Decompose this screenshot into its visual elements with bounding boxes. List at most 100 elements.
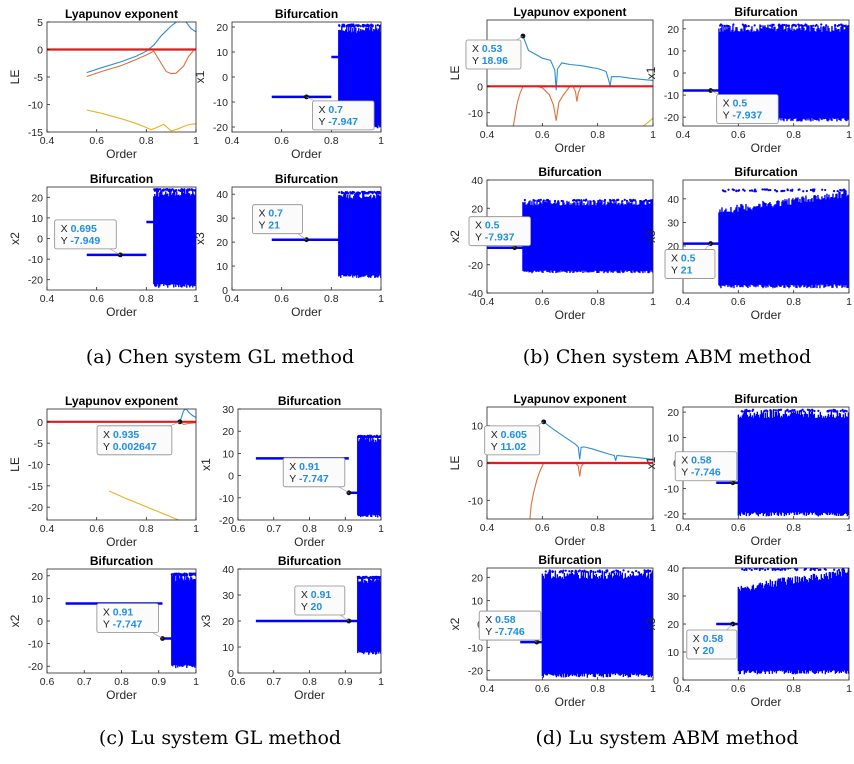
axes-box bbox=[46, 21, 197, 133]
chaos-point bbox=[173, 189, 176, 192]
y-tick-label: 0 bbox=[37, 234, 43, 246]
chaos-point bbox=[544, 570, 547, 573]
chart-title: Bifurcation bbox=[538, 553, 601, 567]
chaos-point bbox=[735, 190, 738, 193]
y-tick-label: 0 bbox=[228, 668, 234, 680]
chaos-point bbox=[777, 409, 780, 412]
chaos-point bbox=[159, 188, 162, 191]
chaos-point bbox=[809, 409, 812, 412]
chaos-point bbox=[798, 24, 801, 27]
datatip-x: X 0.91 bbox=[289, 461, 320, 473]
chaos-point bbox=[191, 189, 194, 192]
x-tick-label: 0.4 bbox=[225, 293, 240, 305]
y-tick-label: 40 bbox=[222, 564, 234, 576]
chaos-point bbox=[545, 198, 549, 202]
datatip: X 0.58Y 20 bbox=[686, 623, 738, 660]
y-tick-label: -10 bbox=[28, 639, 43, 651]
chaos-point bbox=[573, 198, 576, 202]
plot-area bbox=[487, 35, 653, 126]
y-tick-label: 20 bbox=[222, 616, 234, 628]
panel-a1: 0.4 0.6 0.8 1 5 0 -5 -10 -15 Lyapunov exponent Ord… bbox=[8, 7, 199, 161]
y-axis-label: x3 bbox=[199, 614, 213, 627]
chaos-point bbox=[745, 568, 748, 571]
panel-a3: 0.4 0.6 0.8 1 20 10 0 -10 -20 Bifurcation Order x2 X… bbox=[8, 172, 199, 319]
chaos-point bbox=[792, 23, 795, 26]
x-tick-label: 0.6 bbox=[731, 129, 746, 141]
chart-title: Bifurcation bbox=[275, 172, 338, 186]
chaos-point bbox=[648, 199, 651, 202]
y-tick-label: -10 bbox=[28, 254, 43, 266]
chaos-point bbox=[724, 190, 727, 193]
x-tick-label: 1 bbox=[846, 522, 852, 534]
x-tick-label: 0.4 bbox=[480, 129, 495, 141]
panel-d3: 0.40.60.8120100-10-20BifurcationOrderx2X… bbox=[448, 553, 656, 709]
datatip-box bbox=[468, 216, 531, 247]
x-axis-label: Order bbox=[291, 305, 322, 319]
chaos-point bbox=[741, 568, 744, 571]
chaos-point bbox=[184, 573, 187, 576]
chaos-point bbox=[361, 435, 364, 438]
series-line-le_yellow bbox=[108, 490, 179, 520]
chaos-point bbox=[604, 571, 608, 574]
series-line-le_blue bbox=[543, 421, 653, 461]
x-tick-label: 1 bbox=[193, 523, 199, 535]
chaos-point bbox=[809, 568, 812, 572]
chaos-point bbox=[539, 198, 542, 201]
datatip-y: Y 21 bbox=[259, 220, 281, 232]
chaos-point bbox=[561, 200, 565, 203]
chaos-point bbox=[374, 575, 377, 578]
chaos-point bbox=[562, 569, 565, 572]
x-tick-label: 0.6 bbox=[89, 293, 104, 305]
chaos-point bbox=[813, 188, 816, 191]
y-tick-label: 20 bbox=[667, 241, 679, 253]
chart-title: Bifurcation bbox=[734, 5, 797, 19]
chaos-point bbox=[363, 576, 366, 579]
x-tick-label: 1 bbox=[650, 522, 656, 534]
x-tick-label: 0.4 bbox=[480, 522, 495, 534]
datatip-y: Y 20 bbox=[301, 601, 323, 613]
chaos-point bbox=[376, 24, 379, 27]
chaos-point bbox=[789, 189, 792, 192]
chaos-point bbox=[609, 199, 612, 202]
chaos-point bbox=[814, 24, 817, 28]
datatip: X 0.91Y -7.747 bbox=[282, 457, 349, 494]
chaos-point bbox=[627, 570, 630, 573]
x-axis-label: Order bbox=[106, 147, 137, 161]
datatip-y: Y 21 bbox=[671, 265, 693, 277]
chaos-point bbox=[582, 199, 585, 202]
panel-b3: 0.40.60.8140200-20-40BifurcationOrderx2X… bbox=[448, 165, 656, 322]
chaos-point bbox=[804, 568, 807, 571]
datatip-box bbox=[294, 585, 346, 616]
caption-a: (a) Chen system GL method bbox=[85, 346, 355, 368]
chaos-point bbox=[596, 570, 599, 573]
chaos-point bbox=[637, 571, 640, 574]
chaos-point bbox=[605, 569, 608, 572]
chaos-point bbox=[769, 24, 772, 27]
x-tick-label: 1 bbox=[378, 293, 384, 305]
series-line-le_orange bbox=[512, 86, 524, 126]
chaos-point bbox=[761, 188, 764, 191]
x-tick-label: 0.4 bbox=[676, 683, 691, 695]
chaos-point bbox=[769, 189, 772, 192]
y-tick-label: -20 bbox=[219, 515, 234, 527]
datatip: X 0.58Y -7.746 bbox=[478, 610, 542, 643]
chaos-point bbox=[375, 191, 378, 195]
chaos-point bbox=[839, 409, 842, 413]
x-tick-label: 0.8 bbox=[590, 683, 605, 695]
x-tick-label: 0.8 bbox=[324, 293, 339, 305]
chaos-point bbox=[747, 24, 750, 28]
chaos-point bbox=[817, 409, 820, 412]
chaos-point bbox=[352, 25, 355, 28]
y-tick-label: -10 bbox=[664, 483, 679, 495]
chaos-point bbox=[823, 568, 826, 571]
datatip-y: Y 0.002647 bbox=[103, 441, 157, 453]
chaos-point bbox=[172, 573, 176, 576]
x-tick-label: 0.8 bbox=[139, 293, 154, 305]
chaos-point bbox=[758, 568, 761, 570]
datatip-y: Y -7.746 bbox=[485, 626, 525, 638]
datatip-y: Y 18.96 bbox=[472, 55, 508, 67]
x-tick-label: 0.4 bbox=[676, 129, 691, 141]
chaos-point bbox=[170, 188, 173, 192]
chaos-point bbox=[804, 24, 808, 27]
chaos-point bbox=[813, 409, 816, 413]
